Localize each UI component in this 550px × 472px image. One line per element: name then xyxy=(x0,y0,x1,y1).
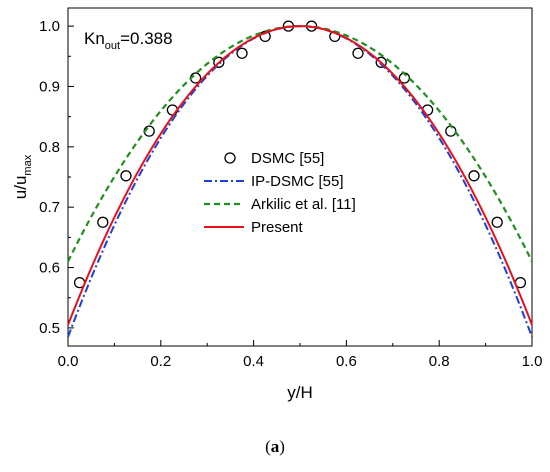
annotation-sub: out xyxy=(105,40,120,52)
figure-caption: (a) xyxy=(265,437,285,456)
legend-label-present: Present xyxy=(251,219,304,236)
legend-label-dsmc: DSMC [55] xyxy=(251,150,324,167)
x-tick-label: 0.0 xyxy=(58,353,79,370)
annotation-rest: =0.388 xyxy=(120,29,172,48)
legend-marker-dsmc xyxy=(224,152,236,164)
x-tick-label: 0.6 xyxy=(336,353,357,370)
y-axis-label: u/umax xyxy=(11,154,34,199)
series-layer xyxy=(67,20,533,338)
dsmc-marker xyxy=(213,56,225,68)
y-tick-label: 1.0 xyxy=(39,18,60,35)
dsmc-marker xyxy=(236,47,248,59)
y-tick-label: 0.9 xyxy=(39,78,60,95)
dsmc-marker xyxy=(491,216,503,228)
y-tick-label: 0.6 xyxy=(39,260,60,277)
series-line-solid xyxy=(67,25,533,326)
x-axis-label: y/H xyxy=(287,383,313,402)
dsmc-marker xyxy=(352,47,364,59)
legend-label-arkilic: Arkilic et al. [11] xyxy=(251,196,356,213)
y-axis-label-main: u/u xyxy=(11,176,30,200)
dsmc-marker xyxy=(468,170,480,182)
dsmc-marker xyxy=(120,170,132,182)
legend-label-ip-dsmc: IP-DSMC [55] xyxy=(251,173,344,190)
x-tick-label: 0.8 xyxy=(429,353,450,370)
x-tick-label: 1.0 xyxy=(522,353,543,370)
y-tick-label: 0.5 xyxy=(39,320,60,337)
dsmc-marker xyxy=(445,125,457,137)
y-tick-label: 0.8 xyxy=(39,139,60,156)
y-axis-label-sub: max xyxy=(22,154,34,175)
x-tick-label: 0.4 xyxy=(243,353,264,370)
axis-ticks: 0.0 0.2 0.4 0.6 0.8 1.0 0.5 0.6 0.7 0.8 0.9 1.0 xyxy=(39,18,542,370)
legend: DSMC [55] IP-DSMC [55] Arkilic et al. [1… xyxy=(204,150,356,236)
annotation-main: Kn xyxy=(84,29,105,48)
caption-letter: a xyxy=(270,437,280,456)
dsmc-marker xyxy=(97,216,109,228)
x-tick-label: 0.2 xyxy=(150,353,171,370)
annotation-kn-out: Knout=0.388 xyxy=(84,29,173,52)
y-tick-label: 0.7 xyxy=(39,199,60,216)
dsmc-marker xyxy=(375,56,387,68)
